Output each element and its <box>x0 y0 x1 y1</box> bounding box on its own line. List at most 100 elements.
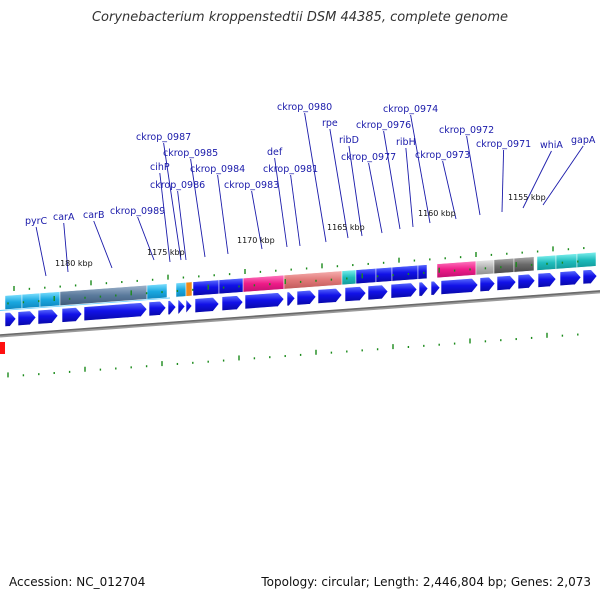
gene-label-ckrop_0984: ckrop_0984 <box>190 164 245 175</box>
cds-arrow-3 <box>37 308 59 325</box>
tick-layer <box>7 246 585 378</box>
leader-line-ckrop_0972 <box>466 135 481 216</box>
scale-label: 1160 kbp <box>418 209 456 218</box>
scale-label: 1170 kbp <box>237 236 275 245</box>
leader-line-ribD <box>348 145 363 237</box>
leader-line-cihP <box>159 172 171 263</box>
cog-feature-block-14 <box>513 256 535 273</box>
backbone-shadow <box>0 290 600 338</box>
gene-label-def: def <box>267 147 283 158</box>
cds-arrow-7 <box>167 300 177 316</box>
gene-label-ckrop_0987: ckrop_0987 <box>136 132 191 143</box>
cds-arrow-24 <box>517 273 536 290</box>
cog-feature-block-6 <box>175 282 187 298</box>
gene-label-carB: carB <box>83 210 104 221</box>
gene-label-ckrop_0989: ckrop_0989 <box>110 206 165 217</box>
scale-label: 1175 kbp <box>147 248 185 257</box>
label-layer: 1180 kbp 1175 kbp 1170 kbp 1165 kbp 1160 kbp… <box>25 102 596 268</box>
cog-feature-block-17 <box>576 251 597 268</box>
gene-label-ribH: ribH <box>396 137 416 148</box>
cds-arrow-26 <box>559 270 582 287</box>
leader-line-carA <box>63 222 69 273</box>
gene-label-ckrop_0981: ckrop_0981 <box>263 164 318 175</box>
cog-feature-block-9 <box>283 270 343 290</box>
leader-line-carB <box>93 220 113 269</box>
gene-label-ckrop_0974: ckrop_0974 <box>383 104 438 115</box>
gene-label-rpe: rpe <box>322 118 338 129</box>
cog-feature-block-13 <box>493 257 515 274</box>
leader-line-rpe <box>329 128 349 239</box>
feature-layer <box>0 251 598 354</box>
cog-unassigned-block-3 <box>355 268 377 285</box>
topology-text: Topology: circular; Length: 2,446,804 bp… <box>261 575 591 589</box>
red-feature-fragment <box>0 342 5 354</box>
cog-feature-block-5 <box>146 283 168 300</box>
leader-line-ckrop_0973 <box>442 160 457 220</box>
cog-unassigned-block-4 <box>375 266 393 283</box>
cds-arrow-14 <box>296 289 317 306</box>
cog-feature-block-2 <box>21 292 41 309</box>
cds-arrow-9 <box>185 298 193 315</box>
leader-line-ckrop_0980 <box>304 112 327 243</box>
cog-track-rail <box>0 297 171 311</box>
cds-arrow-5 <box>83 302 148 322</box>
cds-arrow-17 <box>367 284 389 301</box>
leader-line-ckrop_0985 <box>190 158 206 258</box>
cds-arrow-4 <box>61 307 83 323</box>
gene-label-ckrop_0972: ckrop_0972 <box>439 125 494 136</box>
gene-label-ckrop_0983: ckrop_0983 <box>224 180 279 191</box>
cds-arrow-21 <box>440 277 479 295</box>
cog-feature-block-8 <box>242 274 285 293</box>
leader-line-ckrop_0981 <box>290 174 301 247</box>
gene-label-ckrop_0976: ckrop_0976 <box>356 120 411 131</box>
gene-label-gapA: gapA <box>571 135 596 146</box>
cds-arrow-23 <box>496 275 517 291</box>
cds-arrow-19 <box>418 281 429 297</box>
leader-line-whiA <box>522 150 552 209</box>
leader-line-gapA <box>542 145 584 206</box>
cog-feature-block-16 <box>555 253 578 270</box>
leader-line-ckrop_0976 <box>383 130 401 230</box>
gene-label-ckrop_0973: ckrop_0973 <box>415 150 470 161</box>
leader-line-ckrop_0974 <box>410 114 431 224</box>
gene-label-ckrop_0985: ckrop_0985 <box>163 148 218 159</box>
cds-arrow-16 <box>344 286 367 302</box>
cog-unassigned-block-5 <box>391 265 419 282</box>
cog-feature-block-7 <box>185 281 193 297</box>
gene-label-ckrop_0977: ckrop_0977 <box>341 152 396 163</box>
cds-arrow-1 <box>4 311 17 327</box>
genome-title: Corynebacterium kroppenstedtii DSM 44385… <box>91 10 509 25</box>
gene-label-ckrop_0971: ckrop_0971 <box>476 139 531 150</box>
leader-line-ckrop_0977 <box>368 162 383 234</box>
leader-line-ckrop_0987 <box>163 142 182 261</box>
leader-line-ckrop_0986 <box>177 190 187 261</box>
cog-unassigned-block-2 <box>218 277 244 295</box>
cog-unassigned-block-1 <box>192 279 220 297</box>
gene-label-pyrC: pyrC <box>25 216 48 227</box>
cds-arrow-27 <box>582 269 598 285</box>
cog-feature-block-1 <box>4 294 23 310</box>
leader-line-ckrop_0984 <box>217 174 229 255</box>
cds-arrow-15 <box>317 287 343 304</box>
leader-line-def <box>274 157 288 248</box>
scale-label: 1165 kbp <box>327 223 365 232</box>
gene-label-ckrop_0986: ckrop_0986 <box>150 180 205 191</box>
scale-label: 1155 kbp <box>508 193 546 202</box>
gene-label-ribD: ribD <box>339 135 359 146</box>
cds-arrow-13 <box>286 291 296 307</box>
leader-line-layer <box>35 112 584 277</box>
cds-arrow-11 <box>221 295 244 312</box>
cog-unassigned-block-6 <box>417 264 428 280</box>
gene-label-carA: carA <box>53 212 75 223</box>
accession-text: Accession: NC_012704 <box>9 575 146 589</box>
cog-feature-block-4 <box>59 284 148 306</box>
cds-arrow-6 <box>148 300 167 317</box>
leader-line-pyrC <box>35 226 47 277</box>
cds-arrow-8 <box>177 299 186 315</box>
leader-line-ribH <box>405 147 414 228</box>
cds-arrow-25 <box>537 272 557 288</box>
cds-arrow-10 <box>194 296 220 314</box>
leader-line-ckrop_0971 <box>501 149 505 213</box>
